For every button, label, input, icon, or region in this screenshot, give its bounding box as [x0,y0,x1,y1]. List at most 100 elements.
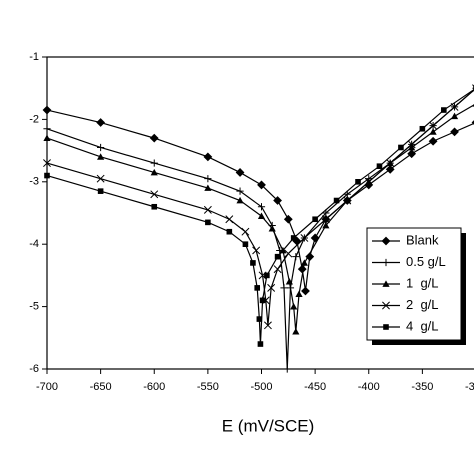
data-point [321,215,330,224]
x-tick-label: -600 [143,381,165,393]
data-point [428,136,438,146]
data-point [205,219,211,226]
data-point [305,252,315,262]
y-tick-label: -5 [29,301,39,313]
legend-label: Blank [406,232,439,247]
data-point [471,120,474,125]
data-point [268,225,276,232]
data-point [284,249,293,258]
data-point [263,321,272,330]
data-point [408,143,416,151]
legend-label: 1 g/L [406,275,439,290]
data-point [398,144,404,151]
data-point [355,179,361,185]
data-point [290,235,297,241]
data-point [312,216,318,223]
legend-label: 4 g/L [406,318,439,333]
data-point [44,172,50,179]
x-tick-label: -500 [250,381,272,393]
data-point [292,327,300,335]
x-tick-label: -700 [36,381,58,393]
data-point [96,118,106,127]
data-point [407,140,416,149]
data-point [273,196,282,205]
x-tick-label: -550 [197,381,219,393]
data-point [274,253,281,260]
data-point [290,303,298,310]
data-point [150,190,159,199]
data-point [150,159,158,167]
data-point [450,112,459,120]
data-point [364,180,374,190]
data-point [322,221,330,229]
data-point [256,316,263,322]
data-point [283,365,291,373]
data-point [310,233,320,243]
series-line [46,88,474,345]
data-point [257,341,264,347]
legend-label: 2 g/L [406,297,439,312]
data-point [450,127,459,137]
data-point [242,241,249,247]
data-point [241,227,250,236]
data-point [235,168,245,177]
x-axis-label: E (mV/SCE) [222,416,315,435]
data-point [267,283,276,292]
legend-marker [382,301,390,310]
data-point [407,149,417,159]
data-point [283,214,293,224]
data-point [343,196,352,205]
data-point [419,125,426,132]
series-line [46,89,474,326]
data-point [300,234,309,242]
data-point [429,128,437,135]
y-tick-label: -1 [29,51,39,63]
data-point [252,246,261,255]
data-point [300,259,308,266]
data-point [97,143,105,152]
legend-marker [383,324,389,330]
data-point [333,197,340,204]
data-point [96,174,105,183]
x-tick-label: -350 [411,381,433,393]
data-point [97,153,105,160]
data-point [376,163,383,169]
data-point [295,290,303,297]
data-point [149,133,159,143]
data-point [385,164,395,174]
y-tick-label: -2 [29,113,39,125]
data-point [250,260,256,266]
data-point [254,285,261,291]
data-point [257,180,266,190]
data-point [441,107,447,113]
data-point [204,175,212,183]
data-point [301,286,310,296]
data-point [203,205,212,214]
data-point [42,105,52,115]
data-point [297,264,307,274]
legend-marker [382,280,390,287]
data-point [225,215,234,224]
data-point [97,188,104,194]
x-tick-label: -450 [304,381,326,393]
y-tick-label: -4 [29,238,39,250]
data-point [226,228,233,235]
data-point [204,184,212,191]
data-point [43,159,51,168]
data-point [280,284,288,292]
data-point [236,196,244,204]
data-point [285,278,293,285]
legend-label: 0.5 g/L [406,254,446,269]
y-tick-label: -3 [29,176,39,188]
data-point [264,272,270,279]
data-point [257,203,266,211]
legend-marker [381,236,391,246]
data-point [236,187,244,195]
data-point [259,297,266,304]
data-point [292,253,300,261]
data-point [203,152,213,162]
data-point [43,134,51,141]
legend-marker [382,258,390,267]
data-point [43,125,51,133]
